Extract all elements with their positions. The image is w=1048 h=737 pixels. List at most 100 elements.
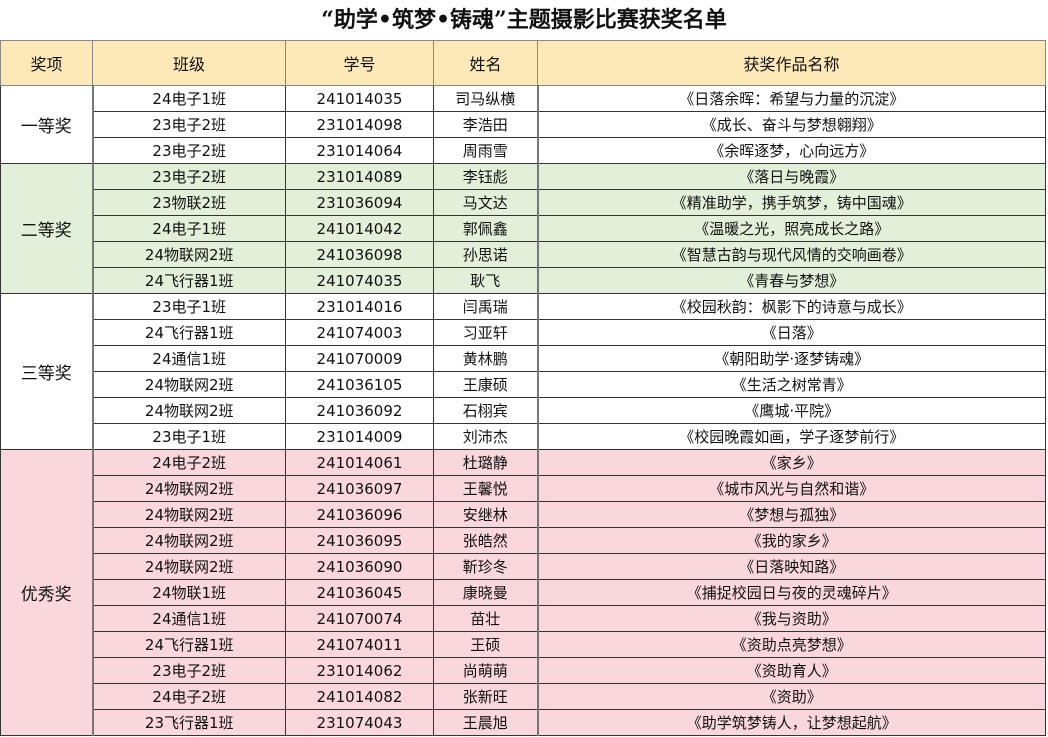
table-row: 24物联网2班 241036105 王康硕 《生活之树常青》: [1, 371, 1046, 398]
table-row: 24通信1班 241070074 苗壮 《我与资助》: [1, 605, 1046, 632]
name-cell: 安继林: [433, 501, 539, 528]
class-cell: 24飞行器1班: [92, 319, 286, 346]
student-id-cell: 231014016: [285, 293, 434, 320]
class-cell: 24物联网2班: [92, 241, 286, 268]
awards-table: 奖项 班级 学号 姓名 获奖作品名称 一等奖 24电子1班 241014035 司马纵…: [0, 40, 1046, 736]
award-level-cell: 三等奖: [0, 293, 94, 450]
name-cell: 李浩田: [433, 111, 539, 138]
work-title-cell: 《资助点亮梦想》: [537, 631, 1046, 658]
table-row: 三等奖 23电子1班 231014016 闫禹瑞 《校园秋韵：枫影下的诗意与成长》: [0, 293, 1046, 450]
name-cell: 闫禹瑞: [433, 293, 539, 320]
table-row: 23电子1班 231014009 刘沛杰 《校园晚霞如画，学子逐梦前行》: [1, 423, 1046, 450]
work-title-cell: 《日落余晖：希望与力量的沉淀》: [537, 85, 1046, 112]
work-title-cell: 《智慧古韵与现代风情的交响画卷》: [537, 241, 1046, 268]
name-cell: 杜璐静: [433, 449, 539, 476]
work-title-cell: 《梦想与孤独》: [537, 501, 1046, 528]
work-title-cell: 《成长、奋斗与梦想翱翔》: [537, 111, 1046, 138]
student-id-cell: 231036094: [285, 189, 434, 216]
work-title-cell: 《捕捉校园日与夜的灵魂碎片》: [537, 579, 1046, 606]
work-title-cell: 《我的家乡》: [537, 527, 1046, 554]
table-row: 23物联2班 231036094 马文达 《精准助学，携手筑梦，铸中国魂》: [1, 189, 1046, 216]
class-cell: 23物联2班: [92, 189, 286, 216]
class-cell: 24物联网2班: [92, 371, 286, 398]
work-title-cell: 《校园秋韵：枫影下的诗意与成长》: [537, 293, 1046, 320]
name-cell: 刘沛杰: [433, 423, 539, 450]
student-id-cell: 241070074: [285, 605, 434, 632]
work-title-cell: 《日落》: [537, 319, 1046, 346]
student-id-cell: 231014009: [285, 423, 434, 450]
name-cell: 耿飞: [433, 267, 539, 294]
header-row: 奖项 班级 学号 姓名 获奖作品名称: [0, 40, 1046, 86]
class-cell: 24物联1班: [92, 579, 286, 606]
work-title-cell: 《生活之树常青》: [537, 371, 1046, 398]
class-cell: 24电子2班: [92, 449, 286, 476]
class-cell: 24通信1班: [92, 605, 286, 632]
student-id-cell: 241036092: [285, 397, 434, 424]
name-cell: 王晨旭: [433, 709, 539, 736]
student-id-cell: 231014062: [285, 657, 434, 684]
class-cell: 24飞行器1班: [92, 631, 286, 658]
table-row: 优秀奖 24电子2班 241014061 杜璐静 《家乡》: [0, 449, 1046, 736]
work-title-cell: 《日落映知路》: [537, 553, 1046, 580]
student-id-cell: 241074003: [285, 319, 434, 346]
student-id-cell: 241014042: [285, 215, 434, 242]
table-row: 24物联网2班 241036090 靳珍冬 《日落映知路》: [1, 553, 1046, 580]
student-id-cell: 231014064: [285, 137, 434, 164]
table-row: 24飞行器1班 241074003 习亚轩 《日落》: [1, 319, 1046, 346]
award-level-cell: 二等奖: [0, 163, 94, 294]
name-cell: 马文达: [433, 189, 539, 216]
student-id-cell: 241036098: [285, 241, 434, 268]
work-title-cell: 《资助育人》: [537, 657, 1046, 684]
table-row: 24物联网2班 241036096 安继林 《梦想与孤独》: [1, 501, 1046, 528]
student-id-cell: 231014089: [285, 163, 434, 190]
class-cell: 24通信1班: [92, 345, 286, 372]
class-cell: 23电子2班: [92, 137, 286, 164]
table-row: 24电子2班 241014082 张新旺 《资助》: [1, 683, 1046, 710]
table-row: 24物联1班 241036045 康晓曼 《捕捉校园日与夜的灵魂碎片》: [1, 579, 1046, 606]
student-id-cell: 241036105: [285, 371, 434, 398]
table-row: 24飞行器1班 241074035 耿飞 《青春与梦想》: [1, 267, 1046, 294]
name-cell: 王康硕: [433, 371, 539, 398]
table-row: 24物联网2班 241036098 孙思诺 《智慧古韵与现代风情的交响画卷》: [1, 241, 1046, 268]
table-row: 24物联网2班 241036092 石栩宾 《鹰城·平院》: [1, 397, 1046, 424]
name-cell: 周雨雪: [433, 137, 539, 164]
class-cell: 23电子1班: [92, 293, 286, 320]
class-cell: 23电子2班: [92, 163, 286, 190]
student-id-cell: 241036096: [285, 501, 434, 528]
student-id-cell: 241036095: [285, 527, 434, 554]
name-cell: 苗壮: [433, 605, 539, 632]
name-cell: 司马纵横: [433, 85, 539, 112]
work-title-cell: 《鹰城·平院》: [537, 397, 1046, 424]
header-name: 姓名: [433, 40, 538, 86]
work-title-cell: 《温暖之光，照亮成长之路》: [537, 215, 1046, 242]
student-id-cell: 241014035: [285, 85, 434, 112]
table-row: 二等奖 23电子2班 231014089 李钰彪 《落日与晚霞》: [0, 163, 1046, 294]
class-cell: 24物联网2班: [92, 501, 286, 528]
table-row: 24飞行器1班 241074011 王硕 《资助点亮梦想》: [1, 631, 1046, 658]
name-cell: 李钰彪: [433, 163, 539, 190]
work-title-cell: 《资助》: [537, 683, 1046, 710]
student-id-cell: 241074011: [285, 631, 434, 658]
class-cell: 23飞行器1班: [92, 709, 286, 736]
page-title: “助学•筑梦•铸魂”主题摄影比赛获奖名单: [321, 7, 727, 33]
student-id-cell: 231014098: [285, 111, 434, 138]
name-cell: 张皓然: [433, 527, 539, 554]
work-title-cell: 《落日与晚霞》: [537, 163, 1046, 190]
work-title-cell: 《青春与梦想》: [537, 267, 1046, 294]
class-cell: 24物联网2班: [92, 475, 286, 502]
award-level-cell: 优秀奖: [0, 449, 94, 736]
work-title-cell: 《精准助学，携手筑梦，铸中国魂》: [537, 189, 1046, 216]
table-row: 24电子1班 241014042 郭佩鑫 《温暖之光，照亮成长之路》: [1, 215, 1046, 242]
name-cell: 尚萌萌: [433, 657, 539, 684]
class-cell: 24物联网2班: [92, 397, 286, 424]
student-id-cell: 241074035: [285, 267, 434, 294]
name-cell: 张新旺: [433, 683, 539, 710]
class-cell: 24飞行器1班: [92, 267, 286, 294]
student-id-cell: 241014061: [285, 449, 434, 476]
table-row: 23飞行器1班 231074043 王晨旭 《助学筑梦铸人，让梦想起航》: [1, 709, 1046, 736]
class-cell: 24电子1班: [92, 85, 286, 112]
student-id-cell: 241014082: [285, 683, 434, 710]
table-row: 24通信1班 241070009 黄林鹏 《朝阳助学·逐梦铸魂》: [1, 345, 1046, 372]
table-row: 23电子2班 231014062 尚萌萌 《资助育人》: [1, 657, 1046, 684]
student-id-cell: 231074043: [285, 709, 434, 736]
